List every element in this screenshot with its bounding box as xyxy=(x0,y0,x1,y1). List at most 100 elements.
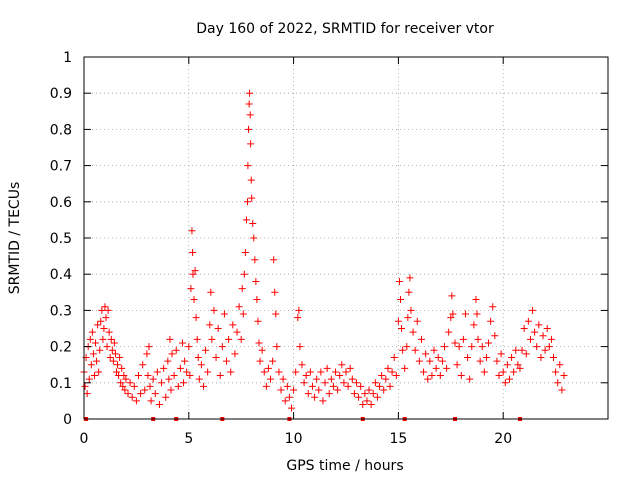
data-point xyxy=(552,368,560,376)
data-point xyxy=(111,350,119,358)
data-point xyxy=(547,335,555,343)
data-point xyxy=(428,372,436,380)
data-point xyxy=(160,364,168,372)
data-point xyxy=(107,335,115,343)
data-point xyxy=(352,379,360,387)
data-point xyxy=(101,303,109,311)
data-point xyxy=(409,328,417,336)
data-point xyxy=(122,375,130,383)
x-tick-label: 5 xyxy=(184,431,193,447)
data-point xyxy=(188,227,196,235)
data-point xyxy=(227,368,235,376)
data-point xyxy=(109,357,117,365)
data-point xyxy=(212,353,220,361)
data-point xyxy=(147,397,155,405)
y-tick-label: 0.1 xyxy=(50,376,72,392)
data-point xyxy=(271,288,279,296)
data-point xyxy=(244,162,252,170)
data-point xyxy=(208,335,216,343)
data-point xyxy=(438,357,446,365)
data-point xyxy=(434,353,442,361)
data-point xyxy=(256,357,264,365)
y-tick-label: 0.6 xyxy=(50,195,72,211)
data-point xyxy=(240,270,248,278)
data-point xyxy=(311,393,319,401)
data-point xyxy=(531,328,539,336)
data-point xyxy=(461,310,469,318)
data-point xyxy=(503,361,511,369)
y-tick-label: 0.3 xyxy=(50,303,72,319)
data-point xyxy=(134,372,142,380)
y-tick-label: 0.5 xyxy=(50,231,72,247)
data-point xyxy=(283,382,291,390)
data-point xyxy=(253,296,261,304)
data-point xyxy=(166,335,174,343)
data-point xyxy=(355,393,363,401)
data-point xyxy=(218,343,226,351)
data-point xyxy=(258,346,266,354)
data-point xyxy=(174,382,182,390)
data-point xyxy=(510,368,518,376)
data-point xyxy=(272,310,280,318)
data-point xyxy=(294,314,302,322)
data-point xyxy=(321,379,329,387)
data-point xyxy=(445,328,453,336)
data-point xyxy=(295,306,303,314)
data-point xyxy=(367,401,375,409)
data-point xyxy=(325,390,333,398)
data-point xyxy=(185,343,193,351)
data-point xyxy=(449,310,457,318)
data-point xyxy=(255,339,263,347)
data-point xyxy=(145,343,153,351)
data-point xyxy=(94,321,102,329)
data-point xyxy=(149,375,157,383)
data-point xyxy=(396,296,404,304)
data-point xyxy=(207,288,215,296)
data-point xyxy=(480,368,488,376)
data-point xyxy=(539,332,547,340)
data-point xyxy=(482,353,490,361)
data-point xyxy=(112,368,120,376)
data-point xyxy=(468,343,476,351)
data-point xyxy=(146,382,154,390)
x-tick-label: 20 xyxy=(494,431,512,447)
data-point xyxy=(384,364,392,372)
data-point xyxy=(373,393,381,401)
data-point xyxy=(225,335,233,343)
data-point xyxy=(143,350,151,358)
data-point xyxy=(96,346,104,354)
data-point xyxy=(103,343,111,351)
data-point xyxy=(457,372,465,380)
data-point xyxy=(246,111,254,119)
data-point xyxy=(172,346,180,354)
data-point xyxy=(350,390,358,398)
data-point xyxy=(247,176,255,184)
data-point xyxy=(411,346,419,354)
data-point xyxy=(378,372,386,380)
data-point xyxy=(302,372,310,380)
data-point xyxy=(359,401,367,409)
x-axis-label: GPS time / hours xyxy=(286,458,403,474)
data-point xyxy=(516,364,524,372)
data-point xyxy=(193,335,201,343)
data-point xyxy=(382,375,390,383)
data-point xyxy=(317,368,325,376)
data-point xyxy=(464,353,472,361)
data-point xyxy=(153,368,161,376)
data-point xyxy=(250,234,258,242)
data-point xyxy=(363,397,371,405)
data-point xyxy=(554,379,562,387)
data-point xyxy=(137,390,145,398)
data-point xyxy=(108,346,116,354)
y-tick-label: 0 xyxy=(63,412,72,428)
data-point xyxy=(313,375,321,383)
data-point xyxy=(231,350,239,358)
data-point xyxy=(424,375,432,383)
data-point xyxy=(88,328,96,336)
data-point xyxy=(493,357,501,365)
data-point xyxy=(491,332,499,340)
data-point xyxy=(529,306,537,314)
data-point xyxy=(430,346,438,354)
data-point xyxy=(199,382,207,390)
data-point xyxy=(243,198,251,206)
